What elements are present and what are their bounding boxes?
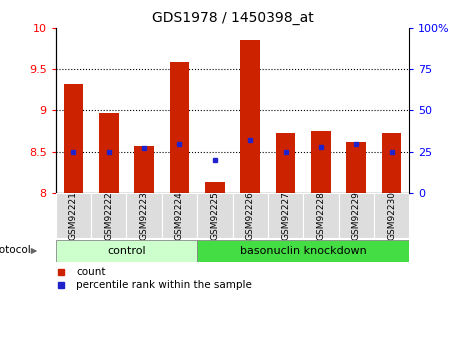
Text: GSM92223: GSM92223: [140, 191, 149, 240]
Bar: [170, 62, 189, 193]
Text: control: control: [107, 246, 146, 256]
Bar: [162, 193, 197, 238]
Text: GSM92226: GSM92226: [246, 191, 255, 240]
Text: GSM92222: GSM92222: [104, 191, 113, 240]
Bar: [126, 193, 162, 238]
Bar: [64, 84, 83, 193]
Bar: [311, 131, 331, 193]
Bar: [303, 193, 339, 238]
Text: GSM92227: GSM92227: [281, 191, 290, 240]
Text: GSM92221: GSM92221: [69, 191, 78, 240]
Bar: [56, 240, 197, 262]
Bar: [339, 193, 374, 238]
Text: protocol: protocol: [0, 245, 31, 255]
Text: GSM92228: GSM92228: [316, 191, 326, 240]
Text: percentile rank within the sample: percentile rank within the sample: [76, 280, 252, 290]
Text: GSM92224: GSM92224: [175, 191, 184, 240]
Bar: [268, 193, 303, 238]
Bar: [205, 183, 225, 193]
Bar: [99, 113, 119, 193]
Bar: [197, 240, 409, 262]
Bar: [346, 142, 366, 193]
Bar: [197, 193, 232, 238]
Bar: [382, 133, 401, 193]
Bar: [240, 40, 260, 193]
Bar: [374, 193, 409, 238]
Text: GSM92230: GSM92230: [387, 191, 396, 240]
Bar: [134, 146, 154, 193]
Bar: [91, 193, 126, 238]
Title: GDS1978 / 1450398_at: GDS1978 / 1450398_at: [152, 11, 313, 25]
Text: count: count: [76, 267, 106, 277]
Text: GSM92229: GSM92229: [352, 191, 361, 240]
Text: GSM92225: GSM92225: [210, 191, 219, 240]
Bar: [276, 133, 295, 193]
Bar: [56, 193, 91, 238]
Text: basonuclin knockdown: basonuclin knockdown: [240, 246, 366, 256]
Bar: [232, 193, 268, 238]
